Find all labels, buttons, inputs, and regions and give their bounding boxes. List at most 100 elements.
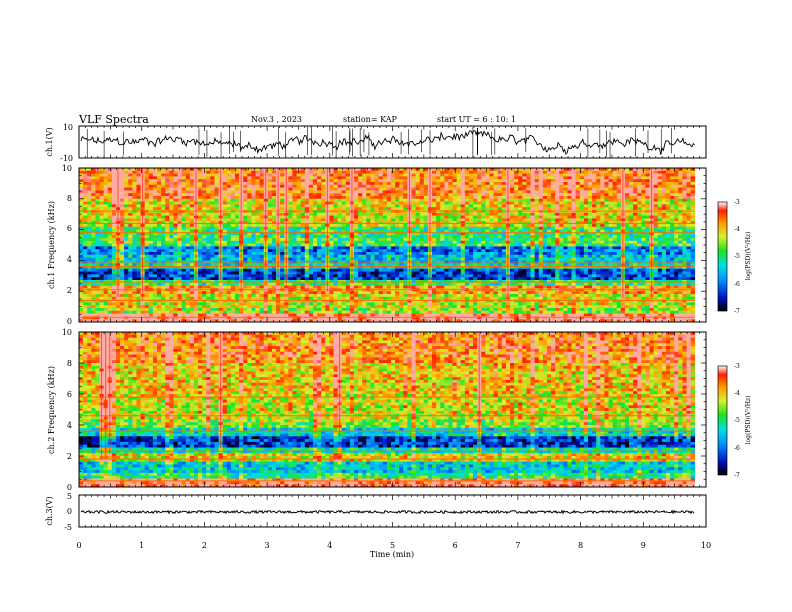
spectrogram-cell [382,204,388,208]
spectrogram-cell [645,193,650,197]
spectrogram-cell [481,182,486,186]
spectrogram-cell [616,170,622,174]
spectrogram-cell [206,170,211,174]
spectrogram-cell [563,232,568,236]
spectrogram-cell [567,170,572,174]
spectrogram-cell [497,252,503,256]
spectrogram-cell [637,252,642,256]
spectrogram-cell [633,224,638,228]
spectrogram-cell [206,246,211,250]
spectrogram-cell [337,229,343,233]
spectrogram-cell [555,232,560,236]
spectrogram-cell [559,221,564,225]
spectrogram-cell [456,204,462,208]
spectrogram-cell [345,198,351,202]
spectrogram-cell [152,232,158,236]
spectrogram-cell [152,187,158,191]
spectrogram-cell [501,201,507,205]
spectrogram-cell [686,204,691,208]
spectrogram-cell [497,179,503,183]
spectrogram-cell [333,198,338,202]
spectrogram-cell [678,184,683,188]
spectrogram-cell [111,184,117,188]
spectrogram-cell [489,204,494,208]
spectrogram-cell [206,252,211,256]
spectrogram-cell [419,193,425,197]
spectrogram-cell [132,204,137,208]
spectrogram-cell [271,238,277,242]
spectrogram-cell [678,240,683,244]
spectrogram-cell [440,243,445,247]
spectrogram-cell [226,176,232,180]
spectrogram-cell [345,221,351,225]
spectrogram-cell [559,173,564,177]
spectrogram-cell [419,170,425,174]
spectrogram-cell [95,226,100,230]
spectrogram-cell [366,198,371,202]
spectrogram-cell [579,179,585,183]
spectrogram-cell [280,246,285,250]
spectrogram-cell [280,182,285,186]
spectrogram-cell [452,198,458,202]
spectrogram-cell [510,238,515,242]
spectrogram-cell [333,190,338,194]
spectrogram-cell [374,184,380,188]
spectrogram-cell [637,182,642,186]
spectrogram-cell [530,207,536,211]
spectrogram-cell [280,232,285,236]
spectrogram-cell [432,224,437,228]
spectrogram-cell [612,198,618,202]
spectrogram-cell [189,196,195,200]
spectrogram-cell [198,207,203,211]
spectrogram-cell [530,204,536,208]
spectrogram-cell [674,212,679,216]
spectrogram-cell [366,207,371,211]
spectrogram-cell [132,226,137,230]
spectrogram-cell [534,184,540,188]
spectrogram-cell [341,240,347,244]
spectrogram-cell [222,212,228,216]
spectrogram-cell [551,235,556,239]
spectrogram-cell [259,190,265,194]
spectrogram-cell [612,235,618,239]
spectrogram-cell [358,226,363,230]
spectrogram-cell [317,218,322,222]
spectrogram-cell [292,182,297,186]
spectrogram-cell [198,235,203,239]
spectrogram-cell [91,254,96,258]
spectrogram-cell [653,190,659,194]
spectrogram-cell [678,229,683,233]
spectrogram-cell [152,226,158,230]
spectrogram-cell [317,243,322,247]
spectrogram-cell [690,249,696,253]
spectrogram-cell [604,243,609,247]
spectrogram-cell [337,201,343,205]
spectrogram-cell [99,173,105,177]
spectrogram-cell [460,249,466,253]
spectrogram-cell [91,249,96,253]
spectrogram-cell [354,179,359,183]
spectrogram-cell [296,235,302,239]
spectrogram-cell [296,252,302,256]
spectrogram-cell [198,173,203,177]
spectrogram-cell [473,221,478,225]
spectrogram-cell [411,249,416,253]
spectrogram-cell [107,176,113,180]
spectrogram-cell [518,232,523,236]
spectrogram-cell [440,254,445,258]
spectrogram-cell [152,168,158,172]
spectrogram-cell [222,221,228,225]
spectrogram-cell [534,212,540,216]
spectrogram-cell [555,221,560,225]
spectrogram-cell [222,198,228,202]
spectrogram-cell [202,184,207,188]
spectrogram-cell [481,201,486,205]
spectrogram-cell [460,240,466,244]
spectrogram-cell [600,226,605,230]
spectrogram-cell [436,190,441,194]
spectrogram-cell [452,204,458,208]
spectrogram-cell [362,179,367,183]
header-start-time: start UT = 6 : 10: 1 [437,115,516,124]
spectrogram-cell [354,204,359,208]
spectrogram-cell [653,173,659,177]
